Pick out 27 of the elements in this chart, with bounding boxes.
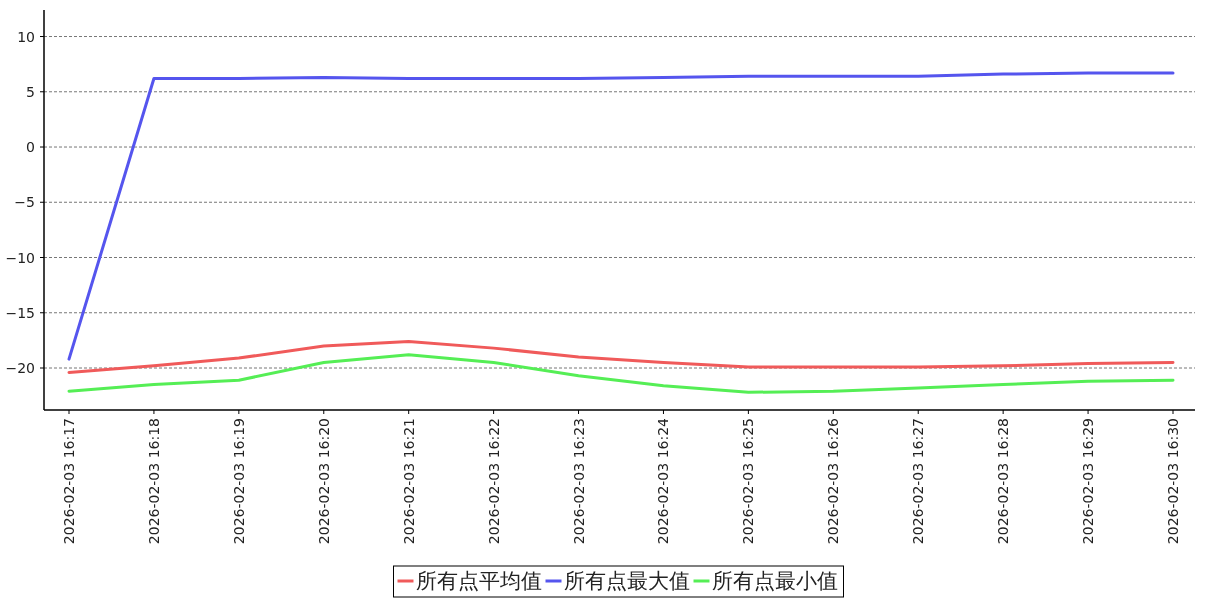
x-tick-label: 2026-02-03 16:28 xyxy=(995,418,1012,545)
x-tick-label: 2026-02-03 16:27 xyxy=(910,418,927,545)
x-tick-label: 2026-02-03 16:23 xyxy=(570,418,587,545)
legend-label: 所有点平均值 xyxy=(415,569,542,593)
line-series xyxy=(67,353,1175,394)
legend-label: 所有点最小值 xyxy=(711,569,838,593)
y-tick-label: 5 xyxy=(26,83,35,100)
x-tick-label: 2026-02-03 16:25 xyxy=(740,418,757,545)
line-series xyxy=(67,339,1175,374)
x-tick-label: 2026-02-03 16:29 xyxy=(1080,418,1097,545)
y-tick-label: −20 xyxy=(5,360,35,377)
y-tick-label: −10 xyxy=(5,249,35,266)
x-tick-label: 2026-02-03 16:20 xyxy=(315,418,332,545)
x-tick-label: 2026-02-03 16:30 xyxy=(1165,418,1181,545)
x-tick-label: 2026-02-03 16:22 xyxy=(485,418,502,545)
x-tick-label: 2026-02-03 16:19 xyxy=(230,418,247,545)
y-tick-label: −5 xyxy=(14,194,35,211)
x-tick-label: 2026-02-03 16:18 xyxy=(145,418,162,545)
y-tick-label: 10 xyxy=(17,28,35,45)
x-tick-label: 2026-02-03 16:26 xyxy=(825,417,842,545)
legend-label: 所有点最大值 xyxy=(563,569,690,593)
y-tick-label: 0 xyxy=(26,139,35,156)
x-tick-label: 2026-02-03 16:24 xyxy=(655,417,672,545)
line-series xyxy=(67,71,1175,361)
x-tick-label: 2026-02-03 16:21 xyxy=(400,418,417,545)
y-tick-label: −15 xyxy=(5,304,35,321)
x-tick-label: 2026-02-03 16:17 xyxy=(61,418,77,545)
